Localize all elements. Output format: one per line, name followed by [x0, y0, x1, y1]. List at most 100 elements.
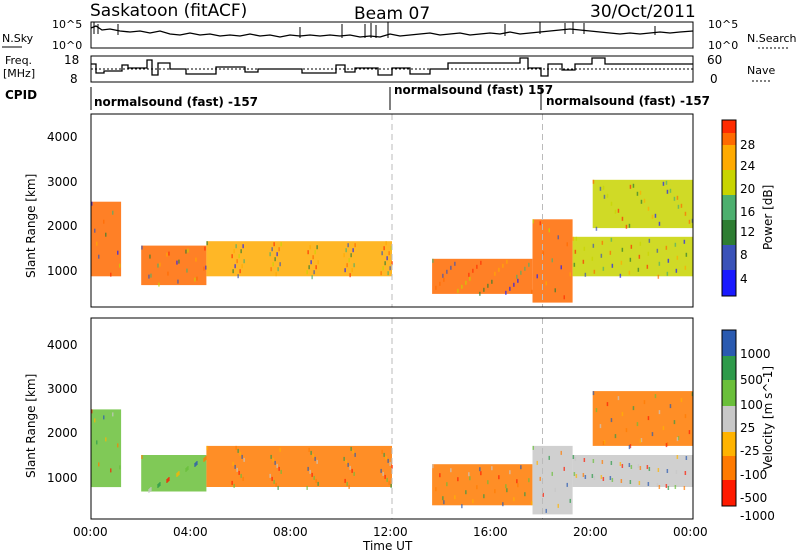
power-echo-speckle — [276, 252, 278, 257]
power-echo-speckle — [498, 267, 500, 272]
velocity-echo-speckle — [157, 484, 159, 488]
power-echo-speckle — [583, 246, 586, 251]
power-echo-speckle — [480, 260, 482, 265]
velocity-echo-speckle — [665, 484, 668, 488]
velocity-echo-speckle — [243, 457, 245, 462]
power-echo-speckle — [309, 245, 311, 250]
power-echo-speckle — [311, 275, 313, 280]
power-echo-speckle — [461, 284, 463, 289]
station-title: Saskatoon (fitACF) — [90, 1, 247, 21]
power-echo-speckle — [158, 282, 160, 287]
velocity-echo-speckle — [119, 465, 121, 470]
velocity-echo-speckle — [314, 456, 316, 461]
velocity-echo-speckle — [272, 457, 274, 462]
velocity-echo-speckle — [554, 487, 556, 492]
power-echo-speckle — [110, 272, 112, 277]
power-echo-speckle — [614, 209, 617, 214]
power-echo-speckle — [630, 244, 633, 249]
beam-title: Beam 07 — [354, 4, 430, 24]
power-echo-speckle — [680, 203, 683, 208]
power-echo-speckle — [569, 272, 571, 277]
power-echo-speckle — [505, 290, 507, 295]
power-echo-speckle — [238, 254, 240, 259]
velocity-echo-speckle — [573, 472, 576, 476]
velocity-cb-25 — [722, 406, 736, 432]
power-echo-speckle — [532, 219, 534, 224]
power-echo-speckle — [684, 265, 687, 270]
power-echo-speckle — [274, 257, 276, 262]
power-cb-tick-4: 4 — [740, 272, 748, 286]
power-echo-speckle — [600, 253, 603, 258]
power-echo-speckle — [273, 242, 275, 247]
power-echo-speckle — [388, 251, 390, 256]
power-echo-speckle — [307, 250, 309, 255]
power-echo-speckle — [384, 261, 386, 266]
velocity-echo-speckle — [313, 475, 315, 480]
velocity-echo-speckle — [345, 459, 347, 464]
velocity-echo-speckle — [186, 467, 188, 471]
power-echo-speckle — [632, 183, 635, 188]
power-cb-12 — [722, 220, 736, 245]
noise-left-tick-bottom: 10^0 — [52, 39, 82, 52]
power-echo-speckle — [196, 276, 198, 281]
velocity-echo-speckle — [532, 445, 534, 450]
power-echo-speckle — [602, 266, 605, 271]
velocity-echo-speckle — [98, 462, 100, 467]
velocity-echo-speckle — [316, 459, 318, 464]
power-echo-speckle — [487, 283, 489, 288]
velocity-echo-speckle — [385, 455, 387, 460]
velocity-echo-speckle — [278, 466, 280, 471]
velocity-echo-speckle — [387, 458, 389, 463]
power-echo-speckle — [387, 271, 389, 276]
power-echo-speckle — [389, 266, 391, 271]
freq-trace — [91, 57, 693, 77]
velocity-echo-speckle — [317, 481, 319, 486]
velocity-echo-speckle — [349, 465, 351, 470]
velocity-echo-speckle — [582, 473, 585, 477]
power-echo-speckle — [450, 265, 452, 270]
power-echo-speckle — [457, 288, 459, 293]
power-echo-speckle — [205, 265, 207, 270]
power-echo-speckle — [646, 264, 649, 269]
power-echo-speckle — [343, 253, 345, 258]
velocity-cb-tick-500: 500 — [740, 373, 763, 387]
velocity-echo-speckle — [677, 436, 680, 441]
velocity-cb-tick-neg100: -100 — [740, 468, 767, 482]
power-echo-speckle — [548, 228, 550, 233]
time-tick-3: 12:00 — [373, 525, 408, 539]
power-echo-speckle — [603, 194, 606, 199]
velocity-echo-speckle — [545, 508, 547, 513]
power-echo-speckle — [439, 281, 441, 286]
velocity-echo-speckle — [683, 486, 686, 490]
velocity-echo-speckle — [516, 479, 518, 484]
velocity-echo-speckle — [277, 485, 279, 490]
velocity-panel: Slant Range [km] 1000 2000 3000 4000 100… — [24, 317, 775, 523]
velocity-echo-speckle — [602, 441, 605, 446]
velocity-echo-speckle — [117, 443, 119, 448]
velocity-cb-tick-1000: 1000 — [740, 347, 771, 361]
velocity-echo-speckle — [632, 406, 635, 411]
velocity-echo-speckle — [513, 497, 515, 502]
power-echo-speckle — [651, 214, 654, 219]
power-cb-tick-24: 24 — [740, 159, 755, 173]
power-echo-speckle — [233, 249, 235, 254]
velocity-echo-speckle — [614, 434, 617, 439]
power-echo-speckle — [647, 206, 650, 211]
velocity-echo-speckle — [354, 452, 356, 457]
velocity-echo-region-2 — [206, 445, 392, 487]
velocity-echo-speckle — [312, 453, 314, 458]
velocity-echo-speckle — [435, 487, 437, 492]
velocity-echo-speckle — [468, 472, 470, 477]
velocity-cb-tick-100: 100 — [740, 398, 763, 412]
power-echo-speckle — [673, 196, 676, 201]
velocity-cb-neg500 — [722, 480, 736, 506]
power-echo-speckle — [513, 282, 515, 287]
velocity-echo-speckle — [353, 471, 355, 476]
velocity-echo-speckle — [388, 480, 390, 485]
power-echo-speckle — [234, 264, 236, 269]
power-echo-speckle — [383, 246, 385, 251]
power-echo-speckle — [351, 268, 353, 273]
velocity-echo-speckle — [539, 476, 541, 481]
velocity-echo-speckle — [195, 462, 197, 466]
velocity-cb-neg100 — [722, 456, 736, 480]
